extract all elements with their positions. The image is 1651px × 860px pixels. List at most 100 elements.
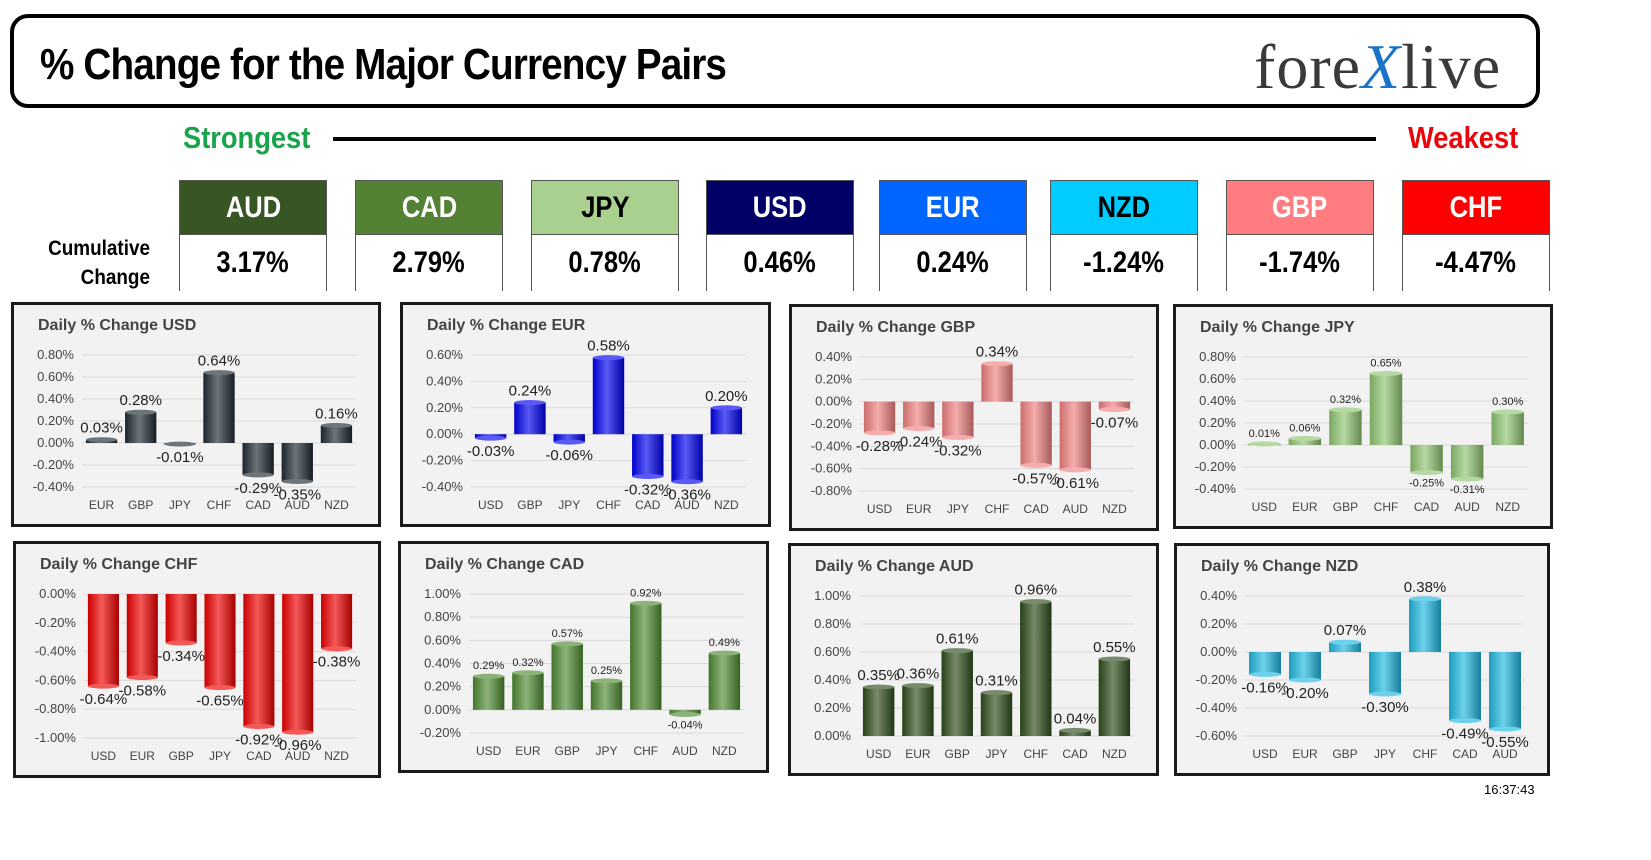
currency-card-cad: CAD 2.79% — [355, 180, 503, 291]
bar-eur — [512, 672, 544, 710]
bar-cap — [1249, 671, 1281, 677]
bar-nzd — [1098, 659, 1131, 736]
data-label: -0.32% — [934, 442, 982, 459]
x-tick-label: NZD — [1102, 747, 1127, 761]
data-label: 0.58% — [587, 338, 630, 355]
bar-jpy — [590, 680, 623, 710]
bar-cap — [243, 723, 275, 729]
bar-chf — [630, 603, 662, 710]
data-label: -0.30% — [1361, 699, 1409, 716]
data-label: 0.35% — [857, 667, 900, 684]
y-tick-label: 0.60% — [1199, 371, 1236, 386]
bar-nzd — [710, 407, 743, 435]
data-label: -0.61% — [1052, 475, 1100, 492]
y-tick-label: -0.20% — [1196, 672, 1238, 687]
bar-cap — [980, 690, 1013, 696]
cumulative-value: -1.24% — [1051, 235, 1197, 291]
bar-cap — [242, 472, 274, 478]
bar-cap — [282, 729, 314, 735]
currency-code-text: CAD — [401, 190, 457, 224]
y-tick-label: -0.60% — [35, 672, 77, 687]
data-label: -0.29% — [234, 480, 282, 497]
cumulative-value: 0.46% — [707, 235, 853, 291]
data-label: -0.35% — [274, 487, 322, 504]
bar-cap — [164, 441, 196, 447]
x-tick-label: AUD — [1492, 747, 1518, 761]
data-label: 0.65% — [1370, 358, 1401, 370]
bar-usd — [472, 676, 505, 710]
bar-cap — [125, 409, 157, 415]
cumulative-value-text: 0.24% — [916, 246, 990, 279]
currency-code: CHF — [1403, 181, 1549, 235]
currency-code: EUR — [880, 181, 1026, 235]
y-tick-label: 0.20% — [1200, 616, 1237, 631]
x-tick-label: GBP — [1332, 747, 1357, 761]
bar-cap — [1450, 476, 1484, 482]
y-tick-label: 0.40% — [815, 349, 852, 364]
x-tick-label: CAD — [1062, 747, 1088, 761]
x-tick-label: USD — [1252, 500, 1278, 514]
x-tick-label: CHF — [1023, 747, 1048, 761]
data-label: -0.34% — [157, 648, 205, 665]
x-tick-label: CHF — [1413, 747, 1438, 761]
bar-eur — [1289, 652, 1321, 680]
bar-cap — [85, 437, 118, 443]
bar-jpy — [942, 401, 974, 438]
cumulative-value: -4.47% — [1403, 235, 1549, 291]
y-tick-label: 0.40% — [1199, 393, 1236, 408]
y-tick-label: 0.00% — [1199, 437, 1236, 452]
bar-chart: 0.00% -0.20% -0.40% -0.60% -0.80% -1.00% -0.64… — [35, 586, 361, 763]
x-tick-label: CHF — [633, 744, 658, 758]
data-label: 0.34% — [976, 344, 1019, 361]
y-tick-label: -0.40% — [33, 479, 75, 494]
bar-gbp — [1329, 642, 1361, 652]
y-tick-label: 0.20% — [814, 700, 851, 715]
y-tick-label: -0.40% — [35, 644, 77, 659]
bar-jpy — [980, 692, 1013, 736]
bar-eur — [126, 594, 158, 678]
cumulative-value-text: -1.24% — [1083, 246, 1165, 279]
data-label: 0.49% — [709, 637, 740, 649]
y-tick-label: 0.60% — [424, 632, 461, 647]
chart-panel-aud: Daily % Change AUD 1.00% 0.80% 0.60% 0.40% 0.… — [788, 543, 1159, 776]
y-tick-label: -0.20% — [811, 416, 853, 431]
cumulative-value: 0.24% — [880, 235, 1026, 291]
logo-x: X — [1361, 31, 1402, 102]
bar-cap — [1449, 718, 1481, 724]
bar-usd — [1249, 652, 1281, 675]
y-tick-label: 0.00% — [426, 426, 463, 441]
bar-cap — [551, 641, 583, 647]
currency-card-jpy: JPY 0.78% — [531, 180, 679, 291]
bar-nzd — [320, 425, 353, 443]
x-tick-label: CAD — [1452, 747, 1478, 761]
weakest-label: Weakest — [1408, 120, 1519, 155]
cumulative-label-line-1: Cumulative — [48, 237, 150, 260]
y-tick-label: -1.00% — [35, 730, 77, 745]
bar-aud — [671, 434, 703, 482]
bar-aud — [1450, 445, 1484, 480]
data-label: 0.16% — [315, 405, 358, 422]
timestamp: 16:37:43 — [1484, 782, 1535, 797]
bar-aud — [1059, 401, 1091, 470]
bar-nzd — [1491, 412, 1524, 445]
data-label: 0.04% — [1054, 710, 1097, 727]
y-tick-label: 0.40% — [1200, 588, 1237, 603]
bar-eur — [902, 685, 934, 736]
y-tick-label: 0.20% — [815, 371, 852, 386]
currency-card-nzd: NZD -1.24% — [1050, 180, 1198, 291]
x-tick-label: USD — [866, 747, 892, 761]
header-box: % Change for the Major Currency Pairs fo… — [10, 14, 1540, 108]
y-tick-label: 0.80% — [37, 347, 74, 362]
y-tick-label: -0.20% — [420, 725, 462, 740]
x-tick-label: USD — [478, 498, 504, 512]
chart-title: Daily % Change NZD — [1201, 558, 1359, 575]
chart-panel-eur: Daily % Change EUR 0.60% 0.40% 0.20% 0.00% -0… — [400, 302, 771, 527]
currency-code: AUD — [180, 181, 326, 235]
bar-cap — [165, 640, 197, 646]
bar-usd — [862, 687, 895, 736]
currency-code-text: AUD — [225, 190, 281, 224]
x-tick-label: AUD — [672, 744, 698, 758]
bar-cap — [1288, 435, 1322, 441]
y-tick-label: 0.80% — [1199, 349, 1236, 364]
currency-card-usd: USD 0.46% — [706, 180, 854, 291]
